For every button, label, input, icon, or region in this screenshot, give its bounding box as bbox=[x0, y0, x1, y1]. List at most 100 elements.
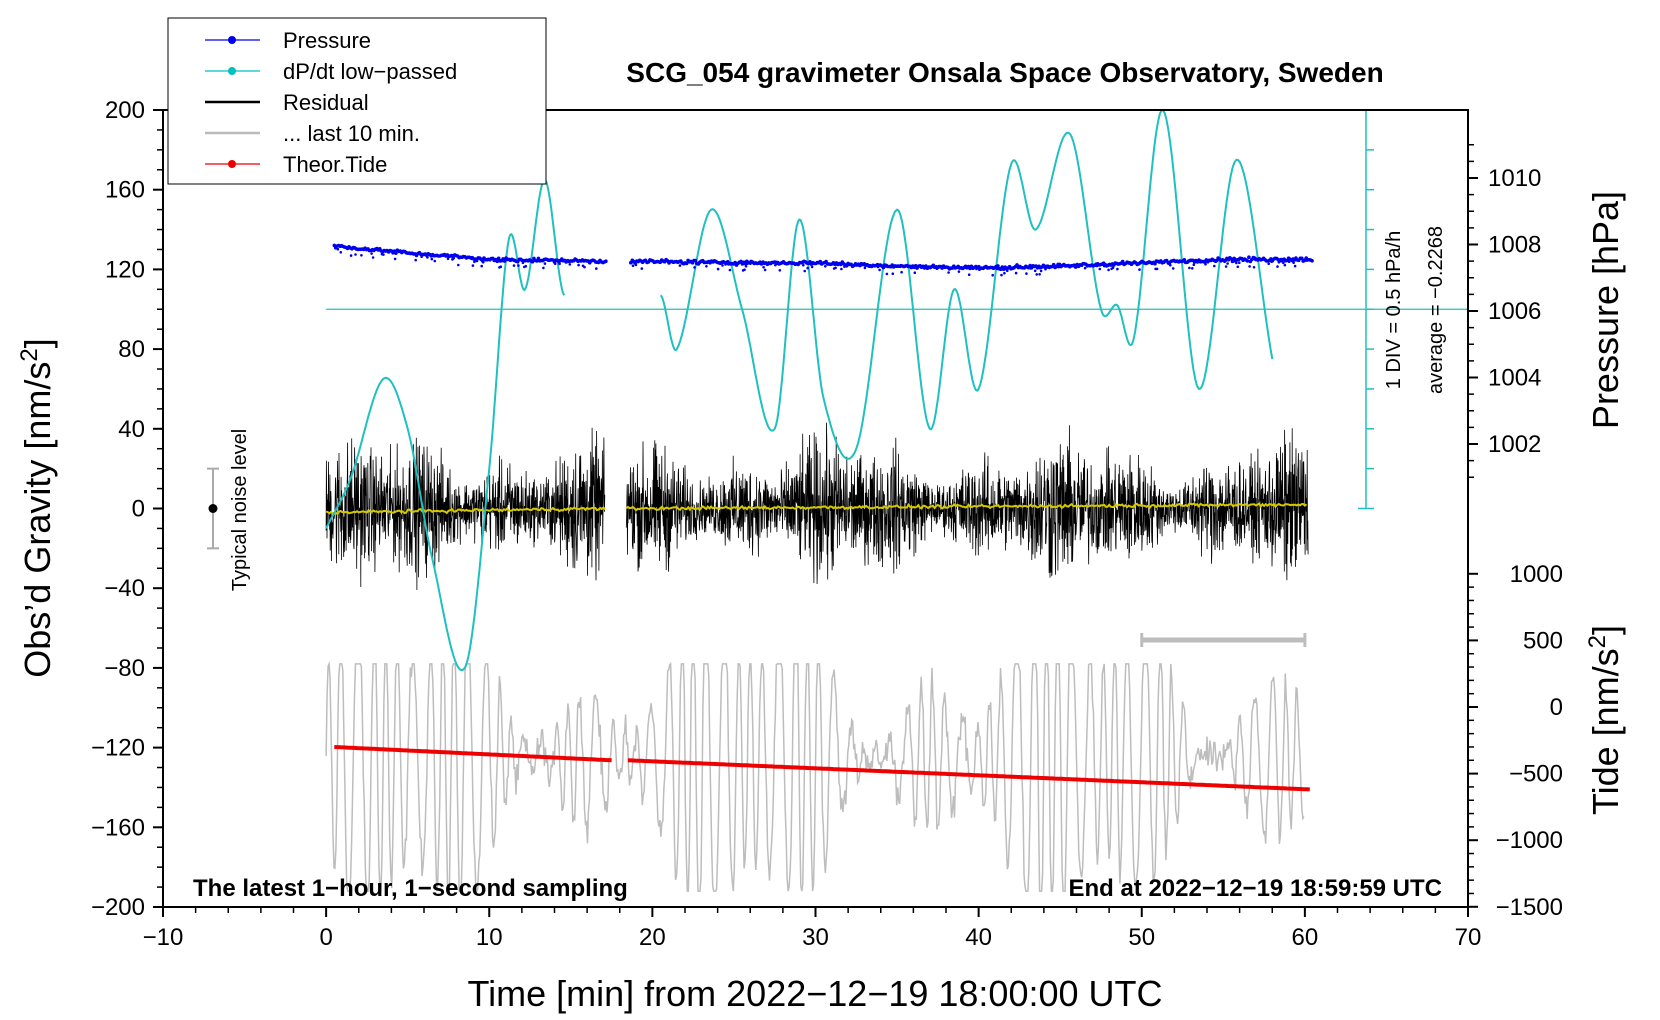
residual-smoothed-part-1 bbox=[325, 506, 606, 516]
pressure-point bbox=[824, 265, 827, 268]
pressure-point bbox=[1293, 264, 1297, 268]
legend-label: Theor.Tide bbox=[283, 152, 387, 177]
pressure-point bbox=[1155, 267, 1159, 271]
pressure-point bbox=[1204, 263, 1207, 266]
pressure-point bbox=[1238, 261, 1241, 265]
pressure-point bbox=[349, 254, 353, 257]
pressure-point bbox=[900, 270, 903, 274]
pressure-point bbox=[480, 264, 484, 268]
pressure-point bbox=[370, 252, 373, 255]
tide-tick-label: −500 bbox=[1509, 761, 1563, 788]
pressure-point bbox=[568, 263, 572, 266]
x-axis-label: Time [min] from 2022−12−19 18:00:00 UTC bbox=[467, 973, 1162, 1014]
pressure-point bbox=[863, 266, 867, 270]
pressure-point bbox=[394, 251, 398, 255]
pressure-point bbox=[693, 258, 698, 263]
pressure-point bbox=[558, 262, 561, 266]
y-axis-label-main: Obs’d Gravity [nm/s bbox=[17, 362, 58, 678]
x-tick-label: 60 bbox=[1292, 924, 1319, 951]
pressure-point bbox=[451, 256, 456, 260]
pressure-point bbox=[1247, 255, 1251, 259]
pressure-point bbox=[1231, 259, 1235, 264]
pressure-tick-label: 1010 bbox=[1488, 165, 1541, 192]
pressure-point bbox=[1083, 266, 1087, 270]
y-tick-label: −160 bbox=[91, 814, 145, 841]
pressure-point bbox=[1235, 261, 1238, 265]
y-tick-label: 40 bbox=[118, 416, 145, 443]
pressure-point bbox=[803, 269, 806, 273]
pressure-point bbox=[913, 271, 917, 275]
pressure-point bbox=[878, 268, 881, 272]
pressure-point bbox=[1252, 266, 1256, 269]
pressure-point bbox=[763, 268, 767, 272]
pressure-point bbox=[583, 265, 586, 269]
pressure-point bbox=[967, 273, 971, 277]
pressure-point bbox=[716, 267, 720, 271]
y-axis-label-end: ] bbox=[17, 338, 58, 348]
end-time-note: End at 2022−12−19 18:59:59 UTC bbox=[1068, 875, 1442, 902]
pressure-point bbox=[778, 269, 782, 272]
y-tick-label: −40 bbox=[104, 575, 145, 602]
pressure-point bbox=[1171, 267, 1175, 270]
pressure-point bbox=[604, 259, 608, 264]
pressure-point bbox=[1276, 265, 1279, 268]
legend-label: Pressure bbox=[283, 28, 371, 53]
pressure-point bbox=[1015, 263, 1019, 267]
pressure-point bbox=[1014, 271, 1018, 275]
legend-label: ... last 10 min. bbox=[283, 121, 420, 146]
pressure-point bbox=[631, 264, 635, 268]
pressure-point bbox=[744, 264, 748, 268]
pressure-point bbox=[762, 265, 765, 269]
pressure-point bbox=[1000, 273, 1003, 277]
pressure-point bbox=[1025, 272, 1028, 275]
pressure-point bbox=[426, 256, 429, 259]
pressure-point bbox=[1300, 256, 1304, 261]
pressure-point bbox=[1267, 262, 1270, 266]
sampling-note: The latest 1−hour, 1−second sampling bbox=[193, 875, 628, 902]
pressure-point bbox=[1120, 259, 1125, 264]
dpdt-series-part-1 bbox=[325, 178, 566, 672]
pressure-point bbox=[542, 266, 545, 270]
pressure-point bbox=[891, 272, 895, 276]
chart-title: SCG_054 gravimeter Onsala Space Observat… bbox=[626, 57, 1383, 88]
pressure-point bbox=[473, 260, 476, 264]
pressure-point bbox=[553, 262, 557, 266]
pressure-point bbox=[1245, 259, 1250, 263]
pressure-point bbox=[1282, 261, 1285, 265]
pressure-point bbox=[634, 263, 638, 267]
pressure-point bbox=[414, 258, 418, 262]
tide-axis-label-end: ] bbox=[1585, 625, 1626, 635]
tide-axis-label-main: Tide [nm/s bbox=[1585, 648, 1626, 815]
legend-label: Residual bbox=[283, 90, 369, 115]
tide-axis-label-sup: 2 bbox=[1584, 635, 1611, 648]
pressure-point bbox=[371, 256, 375, 259]
pressure-point bbox=[810, 265, 814, 269]
pressure-tick-label: 1002 bbox=[1488, 431, 1541, 458]
axes: −10 0 10 20 30 40 50 60 70 200 160 120 80 40 0 −40 −80 −1… bbox=[91, 97, 1563, 951]
pressure-point bbox=[1107, 268, 1110, 272]
pressure-point bbox=[543, 262, 547, 265]
pressure-point bbox=[433, 259, 437, 263]
pressure-point bbox=[1033, 269, 1037, 273]
pressure-axis-label: Pressure [hPa] bbox=[1585, 191, 1626, 429]
pressure-point bbox=[336, 247, 340, 251]
pressure-point bbox=[721, 264, 724, 267]
pressure-point bbox=[1310, 259, 1314, 263]
pressure-point bbox=[885, 272, 889, 276]
residual-series-part-2 bbox=[625, 422, 1309, 585]
pressure-point bbox=[1283, 263, 1287, 267]
pressure-point bbox=[705, 265, 708, 268]
tide-tick-label: 0 bbox=[1550, 694, 1563, 721]
pressure-point bbox=[1191, 267, 1194, 270]
pressure-point bbox=[1188, 266, 1191, 270]
pressure-point bbox=[382, 253, 385, 256]
pressure-point bbox=[530, 259, 535, 264]
y-tick-label: 160 bbox=[105, 177, 145, 204]
y-tick-label: −200 bbox=[91, 894, 145, 921]
pressure-tick-label: 1004 bbox=[1488, 365, 1541, 392]
legend-marker bbox=[228, 67, 236, 75]
pressure-point bbox=[1169, 263, 1172, 267]
pressure-point bbox=[1038, 273, 1041, 276]
pressure-point bbox=[471, 264, 475, 267]
pressure-point bbox=[684, 261, 689, 266]
